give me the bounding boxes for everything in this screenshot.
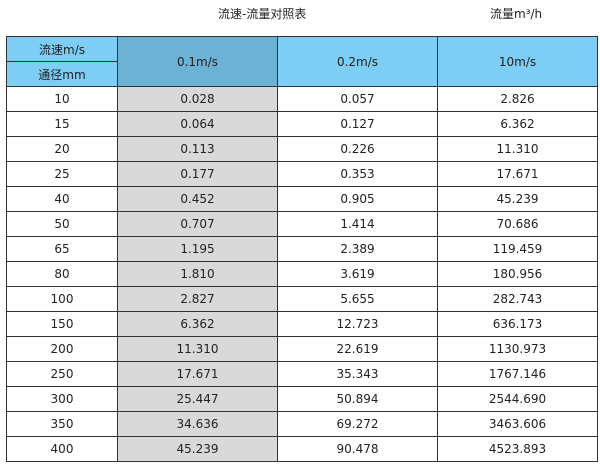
flow-cell: 25.447 — [117, 386, 278, 412]
flow-cell: 0.905 — [277, 186, 438, 212]
table-row: 15 0.064 0.127 6.362 — [6, 111, 598, 137]
table-title: 流速-流量对照表 — [218, 7, 307, 21]
table-row: 65 1.195 2.389 119.459 — [6, 236, 598, 262]
flow-cell: 34.636 — [117, 411, 278, 437]
column-header: 0.2m/s — [277, 36, 438, 87]
flow-cell: 0.452 — [117, 186, 278, 212]
diameter-cell: 100 — [6, 286, 118, 312]
flow-cell: 0.226 — [277, 136, 438, 162]
flow-cell: 6.362 — [117, 311, 278, 337]
table-row: 250 17.671 35.343 1767.146 — [6, 361, 598, 387]
flow-cell: 0.353 — [277, 161, 438, 187]
diameter-cell: 200 — [6, 336, 118, 362]
diameter-cell: 15 — [6, 111, 118, 137]
flow-cell: 69.272 — [277, 411, 438, 437]
velocity-header: 流速m/s — [6, 36, 118, 62]
flow-cell: 22.619 — [277, 336, 438, 362]
flow-cell: 35.343 — [277, 361, 438, 387]
flow-cell: 6.362 — [437, 111, 598, 137]
table-row: 400 45.239 90.478 4523.893 — [6, 436, 598, 462]
flow-cell: 0.707 — [117, 211, 278, 237]
column-header: 0.1m/s — [117, 36, 278, 87]
flow-cell: 11.310 — [117, 336, 278, 362]
flow-cell: 1.195 — [117, 236, 278, 262]
flow-cell: 70.686 — [437, 211, 598, 237]
flow-cell: 2.389 — [277, 236, 438, 262]
flow-cell: 1.810 — [117, 261, 278, 287]
diameter-cell: 20 — [6, 136, 118, 162]
flow-cell: 636.173 — [437, 311, 598, 337]
diameter-cell: 25 — [6, 161, 118, 187]
flow-cell: 50.894 — [277, 386, 438, 412]
flow-cell: 5.655 — [277, 286, 438, 312]
table-row: 40 0.452 0.905 45.239 — [6, 186, 598, 212]
diameter-cell: 150 — [6, 311, 118, 337]
table-row: 100 2.827 5.655 282.743 — [6, 286, 598, 312]
flow-cell: 2.827 — [117, 286, 278, 312]
diameter-cell: 400 — [6, 436, 118, 462]
flow-cell: 0.127 — [277, 111, 438, 137]
diameter-cell: 10 — [6, 86, 118, 112]
flow-cell: 119.459 — [437, 236, 598, 262]
diameter-header: 通径mm — [6, 61, 118, 87]
diameter-cell: 80 — [6, 261, 118, 287]
table-row: 80 1.810 3.619 180.956 — [6, 261, 598, 287]
unit-label: 流量m³/h — [490, 7, 543, 21]
flow-cell: 45.239 — [437, 186, 598, 212]
table-row: 150 6.362 12.723 636.173 — [6, 311, 598, 337]
diameter-cell: 300 — [6, 386, 118, 412]
diameter-cell: 250 — [6, 361, 118, 387]
flow-cell: 1130.973 — [437, 336, 598, 362]
flow-cell: 1767.146 — [437, 361, 598, 387]
flow-cell: 0.113 — [117, 136, 278, 162]
flow-cell: 12.723 — [277, 311, 438, 337]
table-row: 10 0.028 0.057 2.826 — [6, 86, 598, 112]
flow-cell: 3463.606 — [437, 411, 598, 437]
flow-cell: 45.239 — [117, 436, 278, 462]
diameter-cell: 350 — [6, 411, 118, 437]
flow-cell: 3.619 — [277, 261, 438, 287]
diameter-cell: 40 — [6, 186, 118, 212]
flow-cell: 90.478 — [277, 436, 438, 462]
diameter-cell: 65 — [6, 236, 118, 262]
flow-cell: 17.671 — [437, 161, 598, 187]
flow-cell: 282.743 — [437, 286, 598, 312]
flow-cell: 1.414 — [277, 211, 438, 237]
table-row: 20 0.113 0.226 11.310 — [6, 136, 598, 162]
flow-cell: 180.956 — [437, 261, 598, 287]
diameter-cell: 50 — [6, 211, 118, 237]
flow-cell: 17.671 — [117, 361, 278, 387]
flow-cell: 0.057 — [277, 86, 438, 112]
flow-table: 流速m/s 0.1m/s 0.2m/s 10m/s 通径mm 10 0.028 0.… — [6, 36, 598, 462]
table-row: 300 25.447 50.894 2544.690 — [6, 386, 598, 412]
flow-cell: 11.310 — [437, 136, 598, 162]
flow-cell: 0.177 — [117, 161, 278, 187]
table-row: 350 34.636 69.272 3463.606 — [6, 411, 598, 437]
flow-cell: 2.826 — [437, 86, 598, 112]
column-header: 10m/s — [437, 36, 598, 87]
table-row: 200 11.310 22.619 1130.973 — [6, 336, 598, 362]
flow-cell: 0.028 — [117, 86, 278, 112]
flow-cell: 0.064 — [117, 111, 278, 137]
flow-cell: 4523.893 — [437, 436, 598, 462]
table-row: 50 0.707 1.414 70.686 — [6, 211, 598, 237]
flow-cell: 2544.690 — [437, 386, 598, 412]
table-row: 25 0.177 0.353 17.671 — [6, 161, 598, 187]
